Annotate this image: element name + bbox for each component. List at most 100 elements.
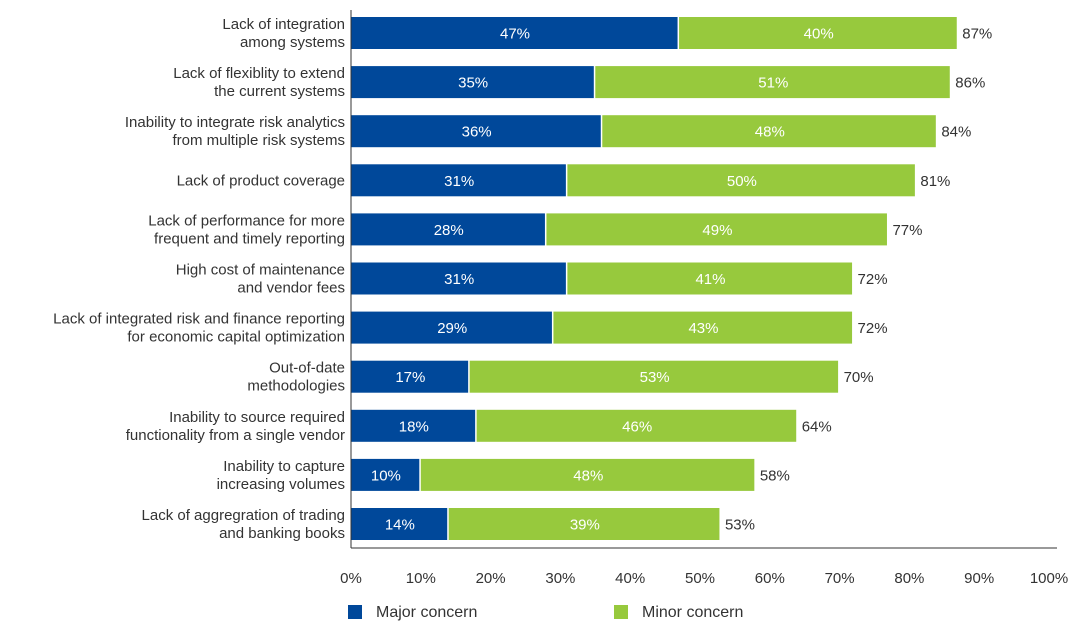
category-label-line: frequent and timely reporting — [154, 230, 345, 247]
category-label-line: and banking books — [219, 525, 345, 542]
total-label: 86% — [955, 75, 985, 92]
category-label-line: Inability to integrate risk analytics — [125, 114, 345, 131]
data-label-major: 17% — [395, 369, 425, 386]
category-label: Inability to integrate risk analytics fro… — [125, 114, 345, 149]
bar-minor-concern — [602, 115, 936, 148]
bar-minor-concern — [679, 17, 957, 49]
legend-label-major: Major concern — [376, 604, 477, 621]
category-label-line: Inability to capture — [223, 458, 345, 475]
category-label-line: Lack of flexiblity to extend — [173, 65, 345, 82]
category-label-line: and vendor fees — [237, 280, 345, 297]
x-tick-label: 70% — [825, 570, 855, 587]
total-label: 64% — [802, 418, 832, 435]
total-label: 87% — [962, 26, 992, 43]
bar-major-concern — [351, 458, 420, 491]
total-label: 81% — [920, 173, 950, 190]
legend-label-minor: Minor concern — [642, 604, 743, 621]
total-label: 72% — [858, 320, 888, 337]
x-tick-label: 50% — [685, 570, 715, 587]
data-label-minor: 40% — [804, 26, 834, 43]
data-label-major: 10% — [371, 467, 401, 484]
total-label: 58% — [760, 467, 790, 484]
data-label-minor: 43% — [688, 320, 718, 337]
data-label-minor: 51% — [758, 75, 788, 92]
bar-minor-concern — [553, 311, 853, 344]
data-label-major: 28% — [434, 222, 464, 239]
x-tick-label: 20% — [476, 570, 506, 587]
category-label-line: methodologies — [247, 378, 345, 395]
bar-major-concern — [351, 213, 545, 246]
category-label-line: Lack of integration — [222, 16, 345, 33]
legend-swatch-minor — [614, 605, 628, 619]
data-label-minor: 50% — [727, 173, 757, 190]
bar-major-concern — [351, 262, 566, 295]
category-label: Inability to source required functionalit… — [126, 409, 345, 444]
data-label-major: 36% — [462, 124, 492, 141]
data-label-minor: 41% — [695, 271, 725, 288]
category-label-line: Lack of product coverage — [177, 172, 345, 189]
category-label-line: functionality from a single vendor — [126, 427, 345, 444]
data-label-major: 47% — [500, 26, 530, 43]
category-label-line: Inability to source required — [169, 409, 345, 426]
category-label-line: the current systems — [214, 83, 345, 100]
data-label-minor: 49% — [702, 222, 732, 239]
data-label-minor: 48% — [573, 467, 603, 484]
data-label-major: 31% — [444, 271, 474, 288]
total-label: 77% — [892, 222, 922, 239]
bar-major-concern — [351, 17, 678, 49]
data-label-minor: 53% — [640, 369, 670, 386]
category-label: Lack of integrated risk and finance repo… — [53, 311, 345, 346]
data-label-minor: 48% — [755, 124, 785, 141]
bar-minor-concern — [546, 213, 887, 246]
bar-minor-concern — [448, 508, 720, 540]
category-label: Inability to capture increasing volumes — [217, 458, 345, 493]
total-label: 84% — [941, 124, 971, 141]
bar-minor-concern — [469, 360, 839, 393]
bar-minor-concern — [420, 458, 755, 491]
legend-swatch-major — [348, 605, 362, 619]
bar-major-concern — [351, 311, 552, 344]
x-tick-label: 80% — [894, 570, 924, 587]
category-label: Out-of-date methodologies — [247, 360, 345, 395]
data-label-major: 29% — [437, 320, 467, 337]
x-tick-label: 10% — [406, 570, 436, 587]
category-label-line: Out-of-date — [269, 360, 345, 377]
category-label-line: for economic capital optimization — [127, 329, 345, 346]
bar-major-concern — [351, 164, 566, 197]
bar-major-concern — [351, 66, 594, 99]
total-label: 70% — [844, 369, 874, 386]
x-tick-label: 100% — [1030, 570, 1068, 587]
category-label-line: High cost of maintenance — [176, 262, 345, 279]
data-label-major: 35% — [458, 75, 488, 92]
category-label-line: Lack of performance for more — [148, 212, 345, 229]
total-label: 53% — [725, 517, 755, 534]
data-label-minor: 46% — [622, 418, 652, 435]
data-label-major: 18% — [399, 418, 429, 435]
category-label: Lack of integration among systems — [222, 16, 345, 51]
data-label-major: 31% — [444, 173, 474, 190]
bar-minor-concern — [567, 164, 915, 197]
bar-major-concern — [351, 115, 601, 148]
category-label: Lack of performance for more frequent and… — [148, 212, 345, 247]
x-tick-label: 0% — [340, 570, 362, 587]
category-label: Lack of aggregration of trading and banki… — [142, 507, 345, 542]
category-label-line: increasing volumes — [217, 476, 345, 493]
bar-major-concern — [351, 360, 469, 393]
bar-minor-concern — [567, 262, 853, 295]
category-label: High cost of maintenance and vendor fees — [176, 262, 345, 297]
category-label-line: among systems — [240, 34, 345, 51]
data-label-minor: 39% — [570, 517, 600, 534]
x-tick-label: 90% — [964, 570, 994, 587]
bar-major-concern — [351, 508, 448, 540]
bar-minor-concern — [476, 409, 797, 442]
x-tick-label: 60% — [755, 570, 785, 587]
category-label: Lack of product coverage — [177, 172, 345, 189]
x-tick-label: 40% — [615, 570, 645, 587]
category-label-line: Lack of integrated risk and finance repo… — [53, 311, 345, 328]
data-label-major: 14% — [385, 517, 415, 534]
total-label: 72% — [858, 271, 888, 288]
category-label: Lack of flexiblity to extend the current … — [173, 65, 345, 100]
bar-major-concern — [351, 409, 476, 442]
